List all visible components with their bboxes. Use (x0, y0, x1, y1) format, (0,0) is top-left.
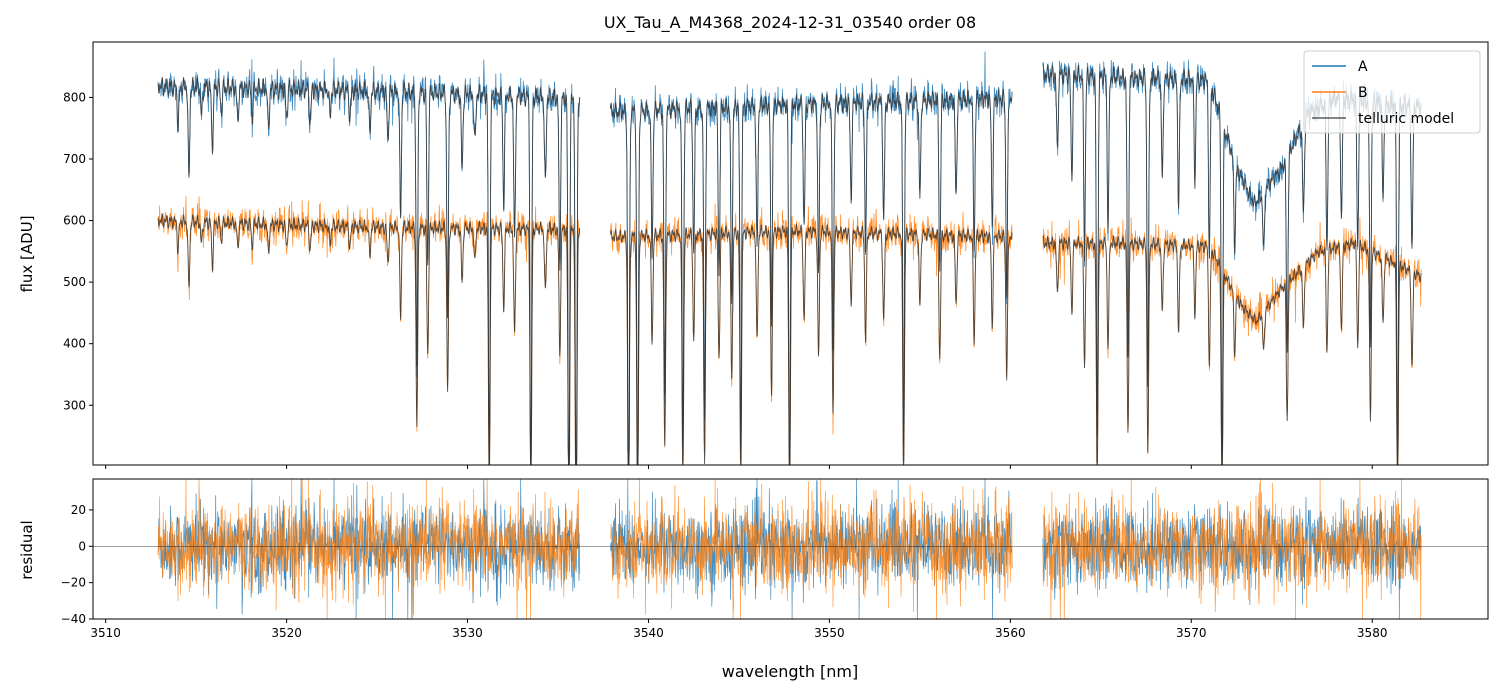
residual-y-tick-label: 20 (71, 503, 86, 517)
flux-y-tick-label: 600 (63, 214, 86, 228)
chart-title: UX_Tau_A_M4368_2024-12-31_03540 order 08 (604, 13, 976, 33)
legend: A B telluric model (1303, 50, 1481, 134)
x-tick-label: 3570 (1176, 626, 1207, 640)
legend-label-b: B (1358, 85, 1368, 101)
y-axis-label-residual: residual (18, 520, 36, 579)
residual-y-tick-label: −40 (61, 612, 86, 626)
spectrum-axes-frame (92, 41, 1489, 466)
flux-y-tick-label: 700 (63, 152, 86, 166)
residual-b-line (157, 479, 1422, 619)
legend-label-model: telluric model (1358, 111, 1454, 127)
telluric-model-line-a (157, 62, 1422, 465)
y-axis-label-flux: flux [ADU] (18, 215, 36, 292)
x-tick-label: 3560 (995, 626, 1026, 640)
legend-label-a: A (1358, 59, 1368, 75)
series-b-line (157, 196, 1422, 465)
flux-y-tick-label: 800 (63, 90, 86, 104)
residual-y-tick-label: 0 (78, 539, 86, 553)
x-tick-label: 3530 (452, 626, 483, 640)
series-a-line (157, 51, 1422, 465)
flux-y-tick-label: 400 (63, 337, 86, 351)
residual-y-tick-label: −20 (61, 576, 86, 590)
flux-y-tick-label: 300 (63, 398, 86, 412)
x-axis-label: wavelength [nm] (722, 662, 859, 681)
x-tick-label: 3510 (90, 626, 121, 640)
flux-y-tick-label: 500 (63, 275, 86, 289)
x-tick-label: 3520 (271, 626, 302, 640)
x-tick-label: 3580 (1357, 626, 1388, 640)
spectrum-plot-area (157, 51, 1422, 465)
residual-axes-frame (92, 478, 1489, 620)
x-tick-label: 3540 (633, 626, 664, 640)
telluric-model-line-b (157, 212, 1422, 465)
residual-plot-area (93, 479, 1488, 619)
x-tick-label: 3550 (814, 626, 845, 640)
axes: 3510 3520 3530 3540 3550 3560 3570 3580 300 400 50… (61, 41, 1489, 640)
